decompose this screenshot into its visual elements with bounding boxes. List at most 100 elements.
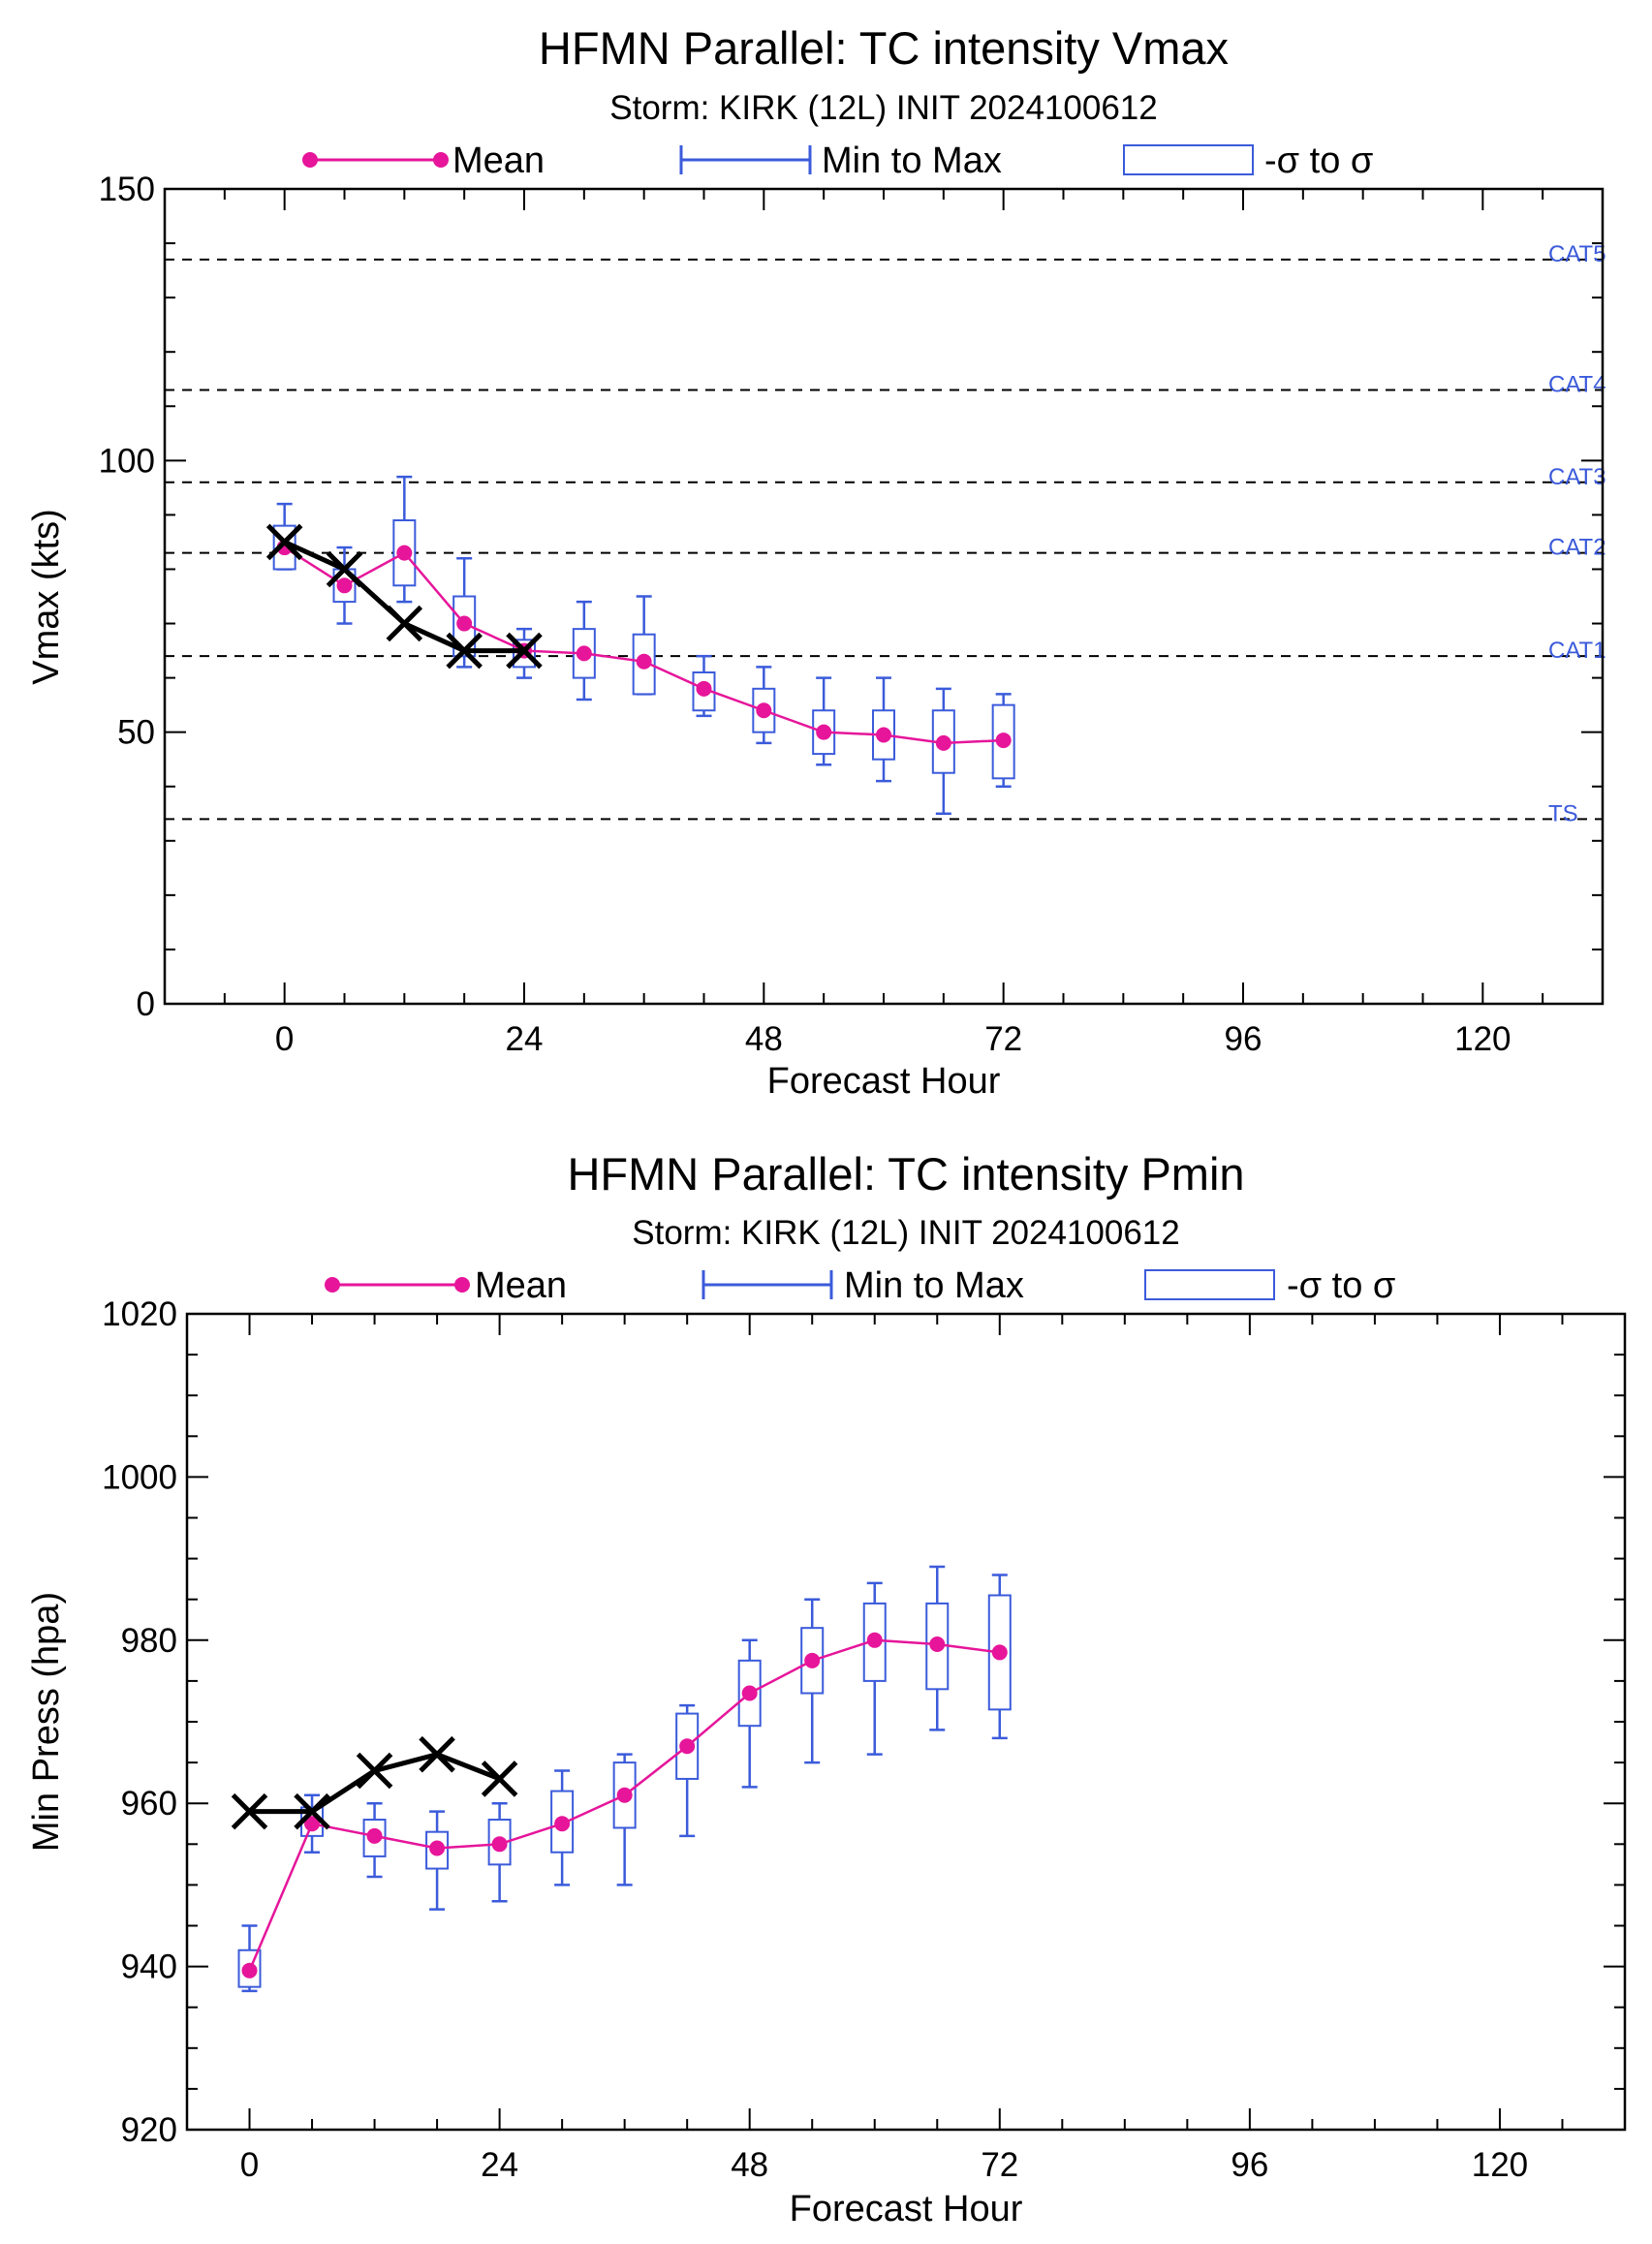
pmin-range-48 [737,1638,762,1789]
vmax-mean-point [756,702,772,719]
pmin-range-42 [675,1703,700,1838]
pmin-mean-point [616,1787,633,1803]
vmax-range-54 [812,676,836,766]
pmin-mean-point [929,1636,946,1653]
vmax-observed-marker [326,550,363,588]
pmin-y-tick-label: 1020 [102,1295,177,1333]
pmin-x-axis-label: Forecast Hour [790,2189,1023,2229]
vmax-legend-range-label: Min to Max [822,140,1002,181]
pmin-observed-marker [419,1735,455,1773]
pmin-legend-mean: Mean [325,1265,567,1306]
pmin-mean-point [679,1738,696,1755]
pmin-x-tick-label: 96 [1231,2146,1268,2184]
pmin-observed-marker-stroke-b [231,1792,268,1830]
vmax-chart-title: HFMN Parallel: TC intensity Vmax [539,22,1229,74]
pmin-chart-subtitle: Storm: KIRK (12L) INIT 2024100612 [632,1214,1180,1252]
vmax-plot-area: CAT5 CAT4 CAT3 CAT2 CAT1 TS 0 24 48 72 96 120 0 50 100… [99,171,1606,1058]
vmax-legend-range: Min to Max [679,140,1002,181]
pmin-mean-point [991,1644,1008,1661]
pmin-observed-marker-stroke-b [481,1761,518,1797]
vmax-ref-label-cat2: CAT2 [1548,535,1606,561]
pmin-x-tick-label: 120 [1472,2146,1528,2184]
vmax-observed-marker [386,605,423,642]
vmax-range-36 [632,595,656,696]
vmax-range-12 [392,475,417,604]
vmax-mean-point [636,653,652,670]
pmin-y-tick-label: 1000 [102,1458,177,1496]
pmin-legend-range-label: Min to Max [844,1265,1024,1306]
vmax-panel: HFMN Parallel: TC intensity Vmax Storm: … [26,22,1606,1102]
vmax-y-tick-label: 0 [137,985,155,1023]
pmin-mean-point [429,1840,446,1856]
vmax-x-axis-label: Forecast Hour [767,1061,1001,1102]
vmax-x-tick-label: 72 [984,1020,1022,1058]
pmin-panel: HFMN Parallel: TC intensity Pmin Storm: … [26,1148,1627,2229]
pmin-x-tick-label: 0 [240,2146,259,2184]
vmax-mean-point [876,727,891,743]
vmax-ref-label-cat3: CAT3 [1548,464,1606,490]
pmin-y-tick-label: 920 [121,2111,177,2149]
pmin-mean-point [366,1827,383,1844]
vmax-x-tick-label: 48 [745,1020,783,1058]
pmin-mean-point [554,1816,571,1832]
pmin-x-tick-label: 24 [481,2146,518,2184]
vmax-legend-sigma-label: -σ to σ [1264,140,1373,181]
vmax-x-tick-label: 120 [1454,1020,1511,1058]
vmax-ref-label-cat1: CAT1 [1548,638,1606,664]
pmin-range-54 [800,1598,825,1764]
vmax-legend-mean-label: Mean [452,140,545,181]
vmax-mean-point [456,615,473,632]
vmax-mean-point [576,645,592,662]
vmax-observed-marker-stroke-b [446,632,483,670]
vmax-ref-label-cat4: CAT4 [1548,371,1606,397]
pmin-mean-point [304,1816,321,1832]
vmax-ref-label-ts: TS [1548,800,1578,826]
pmin-y-axis-label: Min Press (hpa) [26,1592,67,1852]
pmin-range-18 [425,1810,450,1911]
vmax-legend-sigma: -σ to σ [1123,140,1373,181]
vmax-mean-point [696,680,712,697]
pmin-plot-frame [185,1312,1627,2132]
vmax-y-tick-label: 100 [99,442,155,480]
vmax-observed-marker-stroke-b [326,550,363,588]
pmin-observed-marker [294,1792,330,1830]
pmin-legend-range: Min to Max [701,1265,1024,1306]
vmax-legend: Mean Min to Max -σ to σ [302,140,1373,181]
vmax-mean-point [995,732,1012,749]
vmax-range-66 [931,687,955,816]
pmin-x-tick-label: 48 [731,2146,768,2184]
vmax-mean-point [935,734,951,751]
pmin-mean-point [491,1836,508,1853]
pmin-legend-mean-label: Mean [475,1265,567,1306]
pmin-observed-marker-stroke-b [419,1735,455,1773]
pmin-y-tick-label: 960 [121,1785,177,1823]
vmax-mean-point [396,545,413,561]
pmin-mean-point [741,1685,758,1701]
pmin-y-tick-label: 980 [121,1622,177,1660]
pmin-range-24 [487,1801,512,1903]
pmin-plot-area: 0 24 48 72 96 120 920 940 960 980 1000 1020 [102,1295,1627,2184]
pmin-y-tick-label: 940 [121,1948,177,1986]
vmax-y-axis-label: Vmax (kts) [26,509,67,685]
pmin-x-tick-label: 72 [981,2146,1018,2184]
pmin-mean-point [866,1632,883,1648]
pmin-observed-marker [481,1761,518,1797]
pmin-chart-title: HFMN Parallel: TC intensity Pmin [567,1148,1244,1200]
pmin-mean-point [241,1962,258,1979]
vmax-mean-point [336,577,353,594]
vmax-observed-marker-stroke-b [506,632,543,670]
vmax-plot-frame [163,187,1605,1006]
vmax-y-tick-label: 50 [117,714,155,752]
vmax-x-tick-label: 24 [506,1020,544,1058]
vmax-observed-marker [265,523,303,561]
vmax-y-tick-label: 150 [99,171,155,208]
pmin-observed-marker-stroke-b [356,1752,393,1790]
pmin-range-36 [612,1753,637,1886]
pmin-range-60 [862,1581,887,1756]
pmin-observed-marker [356,1752,393,1790]
vmax-x-tick-label: 0 [275,1020,294,1058]
vmax-observed-marker-stroke-b [386,605,423,642]
pmin-legend-sigma: -σ to σ [1144,1265,1395,1306]
pmin-range-0 [237,1924,262,1993]
